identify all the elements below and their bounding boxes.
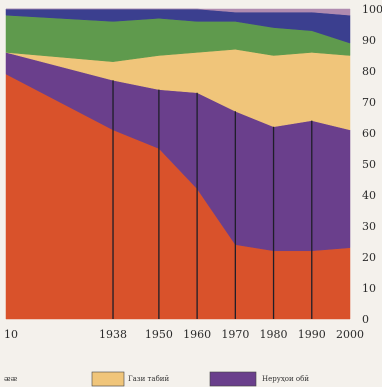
- y-tick-label: 0: [362, 313, 369, 326]
- legend-label: ᴂᴂ: [4, 375, 18, 383]
- y-tick-label: 40: [362, 189, 376, 202]
- x-tick-label: 10: [4, 328, 18, 341]
- x-axis-ticks: 10 1938 1950 1960 1970 1980 1990 2000: [4, 328, 364, 341]
- x-tick-label: 1938: [99, 328, 127, 341]
- y-tick-label: 100: [362, 3, 382, 16]
- y-tick-label: 10: [362, 282, 376, 295]
- legend-label: Гази табиӣ: [128, 375, 169, 383]
- legend-swatch: [91, 371, 125, 387]
- x-tick-label: 1990: [298, 328, 326, 341]
- y-tick-label: 80: [362, 65, 376, 78]
- y-tick-label: 90: [362, 34, 376, 47]
- area-series-pink: [6, 8, 351, 16]
- x-tick-label: 1960: [183, 328, 211, 341]
- legend: ᴂᴂ Гази табиӣ Неруҳои обӣ: [4, 371, 309, 387]
- x-tick-label: 1980: [260, 328, 288, 341]
- area-series-group: [5, 8, 351, 320]
- y-tick-label: 60: [362, 127, 376, 140]
- x-tick-label: 1950: [145, 328, 173, 341]
- y-tick-label: 20: [362, 251, 376, 264]
- x-tick-label: 2000: [336, 328, 364, 341]
- y-tick-label: 30: [362, 220, 376, 233]
- x-tick-label: 1970: [221, 328, 249, 341]
- legend-swatch: [209, 371, 257, 387]
- vertical-lines: [112, 80, 313, 319]
- y-axis-ticks: 0 10 20 30 40 50 60 70 80 90 100: [362, 3, 382, 326]
- legend-label: Неруҳои обӣ: [262, 375, 309, 383]
- y-tick-label: 70: [362, 96, 376, 109]
- y-tick-label: 50: [362, 158, 376, 171]
